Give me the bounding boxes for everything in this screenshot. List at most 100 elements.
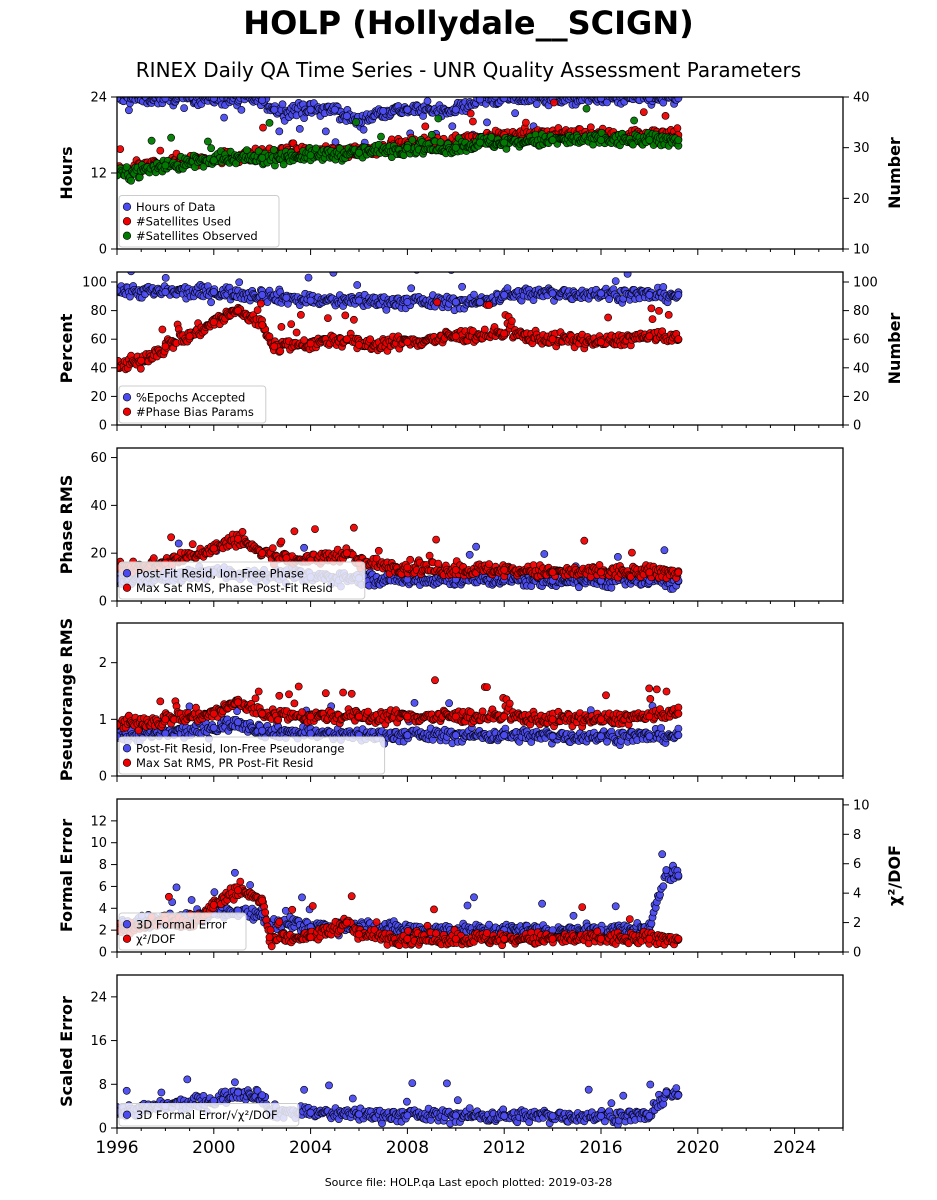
data-point bbox=[651, 261, 658, 268]
data-point bbox=[674, 731, 683, 740]
y-right-tick-label: 40 bbox=[853, 91, 870, 106]
data-point bbox=[485, 301, 493, 309]
data-point bbox=[451, 105, 460, 114]
data-point bbox=[235, 278, 244, 287]
data-point bbox=[209, 97, 218, 103]
y-tick-label: 60 bbox=[90, 333, 107, 348]
data-point bbox=[156, 146, 165, 155]
data-point bbox=[311, 525, 319, 533]
legend-label: #Satellites Observed bbox=[136, 229, 258, 243]
y-tick-label: 40 bbox=[90, 361, 107, 376]
data-point bbox=[306, 339, 315, 348]
data-point bbox=[167, 133, 175, 142]
data-point bbox=[645, 684, 654, 693]
y-right-tick-label: 100 bbox=[853, 276, 878, 291]
data-point bbox=[476, 97, 484, 104]
data-point bbox=[163, 97, 167, 98]
data-point bbox=[607, 583, 616, 592]
panel-1-points bbox=[117, 87, 683, 185]
data-point bbox=[487, 132, 496, 141]
y-right-tick-label: 80 bbox=[853, 304, 870, 319]
data-point bbox=[149, 554, 158, 563]
data-point bbox=[306, 729, 315, 738]
data-point bbox=[342, 335, 351, 344]
data-point bbox=[161, 729, 170, 738]
data-point bbox=[511, 109, 519, 118]
data-point bbox=[359, 125, 368, 134]
data-point bbox=[472, 542, 480, 551]
y-tick-label: 0 bbox=[99, 419, 107, 434]
data-point bbox=[188, 540, 197, 549]
data-point bbox=[436, 138, 445, 147]
data-point bbox=[597, 338, 605, 346]
y-tick-label: 100 bbox=[82, 276, 107, 291]
data-point bbox=[597, 97, 605, 103]
data-point bbox=[183, 88, 190, 95]
legend-label: Hours of Data bbox=[136, 200, 216, 214]
data-point bbox=[251, 694, 260, 703]
data-point bbox=[269, 145, 278, 154]
data-point bbox=[640, 97, 643, 98]
data-point bbox=[661, 112, 670, 120]
data-point bbox=[499, 89, 506, 96]
data-point bbox=[355, 340, 363, 349]
data-point bbox=[582, 104, 591, 113]
data-point bbox=[277, 322, 286, 331]
data-point bbox=[220, 113, 228, 122]
y-tick-label: 0 bbox=[99, 243, 107, 258]
data-point bbox=[254, 687, 263, 696]
chart-title: HOLP (Hollydale__SCIGN) bbox=[243, 4, 694, 42]
data-point bbox=[167, 533, 175, 542]
data-point bbox=[674, 290, 683, 299]
data-point bbox=[583, 89, 590, 96]
data-point bbox=[258, 709, 267, 718]
y-tick-label: 0 bbox=[99, 595, 107, 610]
data-point bbox=[660, 546, 669, 555]
data-point bbox=[207, 144, 215, 153]
data-point bbox=[652, 685, 661, 694]
data-point bbox=[655, 306, 663, 315]
series-4-1 bbox=[117, 699, 683, 749]
data-point bbox=[117, 145, 125, 153]
data-point bbox=[403, 712, 412, 721]
y-tick-label: 20 bbox=[90, 547, 107, 562]
data-point bbox=[238, 528, 247, 536]
data-point bbox=[597, 732, 605, 741]
data-point bbox=[355, 296, 363, 305]
data-point bbox=[622, 89, 629, 96]
data-point bbox=[500, 712, 509, 721]
data-point bbox=[161, 342, 170, 351]
data-point bbox=[342, 549, 351, 558]
data-point bbox=[294, 682, 303, 691]
data-point bbox=[499, 97, 501, 98]
data-point bbox=[285, 690, 293, 699]
y-tick-label: 24 bbox=[90, 91, 107, 106]
data-point bbox=[258, 153, 267, 162]
data-point bbox=[349, 315, 358, 324]
data-point bbox=[275, 127, 284, 136]
data-point bbox=[451, 298, 460, 306]
y-tick-label: 80 bbox=[90, 304, 107, 319]
y-right-tick-label: 20 bbox=[853, 192, 870, 207]
legend-label: Post-Fit Resid, Ion-Free Phase bbox=[136, 566, 304, 580]
data-point bbox=[408, 135, 417, 144]
data-point bbox=[548, 89, 555, 96]
y-axis-label: Phase RMS bbox=[57, 475, 76, 575]
data-point bbox=[548, 715, 557, 724]
legend: %Epochs Accepted#Phase Bias Params bbox=[118, 385, 267, 424]
data-point bbox=[604, 313, 612, 322]
data-point bbox=[165, 89, 172, 96]
data-point bbox=[645, 568, 654, 577]
data-point bbox=[306, 105, 315, 114]
data-point bbox=[548, 289, 557, 298]
data-point bbox=[138, 87, 145, 94]
data-point bbox=[174, 539, 183, 548]
y-axis-label: Percent bbox=[57, 313, 76, 383]
data-point bbox=[562, 90, 569, 97]
data-point bbox=[163, 97, 168, 98]
data-point bbox=[548, 136, 557, 144]
data-point bbox=[466, 109, 475, 118]
data-point bbox=[244, 97, 250, 98]
